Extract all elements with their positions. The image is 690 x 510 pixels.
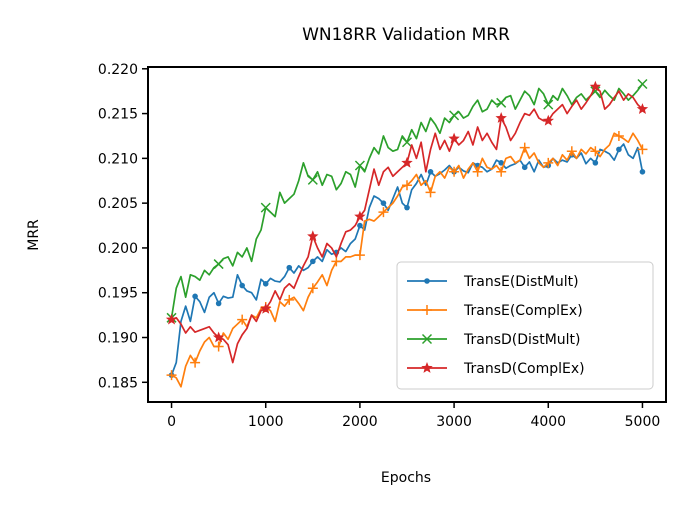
data-point — [543, 99, 554, 110]
data-point — [543, 157, 554, 168]
chart-title: WN18RR Validation MRR — [302, 25, 510, 45]
data-point — [307, 230, 319, 242]
data-point — [616, 146, 622, 153]
data-point — [237, 314, 248, 325]
x-tick-label: 5000 — [625, 414, 661, 430]
y-axis-label: MRR — [26, 219, 42, 251]
y-tick-label: 0.210 — [98, 151, 138, 167]
data-point — [190, 357, 201, 368]
data-point — [404, 204, 410, 211]
series-layer — [165, 78, 649, 388]
data-point — [542, 114, 554, 126]
data-point — [592, 160, 599, 166]
plot-frame — [147, 66, 667, 403]
data-point — [448, 132, 460, 144]
data-point — [307, 174, 318, 185]
data-point — [354, 210, 366, 222]
data-point — [357, 222, 363, 229]
data-point — [331, 256, 342, 267]
series-3 — [165, 80, 649, 364]
data-point — [284, 294, 295, 305]
x-tick-label: 3000 — [436, 414, 472, 430]
legend-label: TransE(ComplEx) — [463, 303, 583, 319]
data-point — [239, 282, 245, 289]
x-tick-label: 0 — [167, 414, 176, 430]
data-point — [519, 142, 530, 153]
data-point — [380, 200, 387, 206]
data-point — [521, 164, 528, 171]
data-point — [192, 293, 198, 300]
data-point — [215, 300, 222, 307]
data-point — [495, 112, 507, 123]
legend-label: TransD(DistMult) — [463, 332, 580, 348]
legend-label: TransD(ComplEx) — [463, 361, 585, 377]
data-point — [566, 146, 577, 157]
legend-box — [396, 261, 654, 390]
data-point — [637, 144, 648, 155]
data-point — [427, 168, 434, 175]
data-point — [260, 302, 272, 314]
data-point — [310, 258, 316, 265]
x-axis: 0 1000 2000 3000 4000 5000 — [167, 402, 660, 430]
data-point — [286, 264, 293, 271]
y-tick-label: 0.195 — [98, 286, 138, 302]
legend-marker — [422, 305, 432, 315]
data-point — [590, 146, 601, 157]
y-tick-label: 0.185 — [98, 375, 138, 391]
data-point — [449, 110, 460, 121]
data-point — [213, 341, 224, 352]
data-point — [472, 166, 483, 177]
legend: TransE(DistMult) TransE(ComplEx) TransD(Di… — [396, 261, 654, 390]
data-point — [401, 137, 413, 148]
data-point — [354, 160, 365, 171]
data-point — [165, 313, 178, 325]
x-tick-label: 2000 — [342, 414, 378, 430]
y-tick-label: 0.215 — [98, 107, 138, 123]
data-point — [636, 103, 649, 114]
legend-marker — [421, 333, 433, 345]
data-point — [496, 97, 507, 108]
data-point — [262, 280, 269, 287]
data-point — [425, 187, 436, 198]
data-point — [639, 168, 646, 175]
data-point — [307, 283, 318, 294]
x-tick-label: 1000 — [248, 414, 284, 430]
legend-label: TransE(DistMult) — [463, 274, 579, 290]
data-point — [401, 156, 413, 168]
data-point — [213, 259, 224, 270]
data-point — [354, 250, 365, 261]
x-axis-label: Epochs — [381, 470, 431, 486]
legend-marker — [424, 278, 430, 284]
data-point — [498, 160, 504, 166]
y-axis: 0.185 0.190 0.195 0.200 0.205 0.210 0.215 0.220 — [98, 62, 148, 391]
data-point — [637, 78, 648, 90]
data-point — [496, 166, 507, 177]
data-point — [449, 166, 460, 177]
y-tick-label: 0.190 — [98, 331, 138, 347]
x-tick-label: 4000 — [530, 414, 566, 430]
data-point — [260, 202, 271, 213]
y-tick-label: 0.205 — [98, 196, 138, 212]
y-tick-label: 0.220 — [98, 62, 138, 78]
y-tick-label: 0.200 — [98, 241, 138, 257]
legend-marker — [421, 362, 433, 373]
data-point — [166, 370, 177, 381]
data-point — [402, 180, 412, 191]
data-point — [589, 80, 602, 92]
data-point — [613, 130, 624, 141]
series-2 — [166, 78, 648, 323]
data-point — [212, 331, 225, 343]
data-point — [378, 207, 389, 218]
